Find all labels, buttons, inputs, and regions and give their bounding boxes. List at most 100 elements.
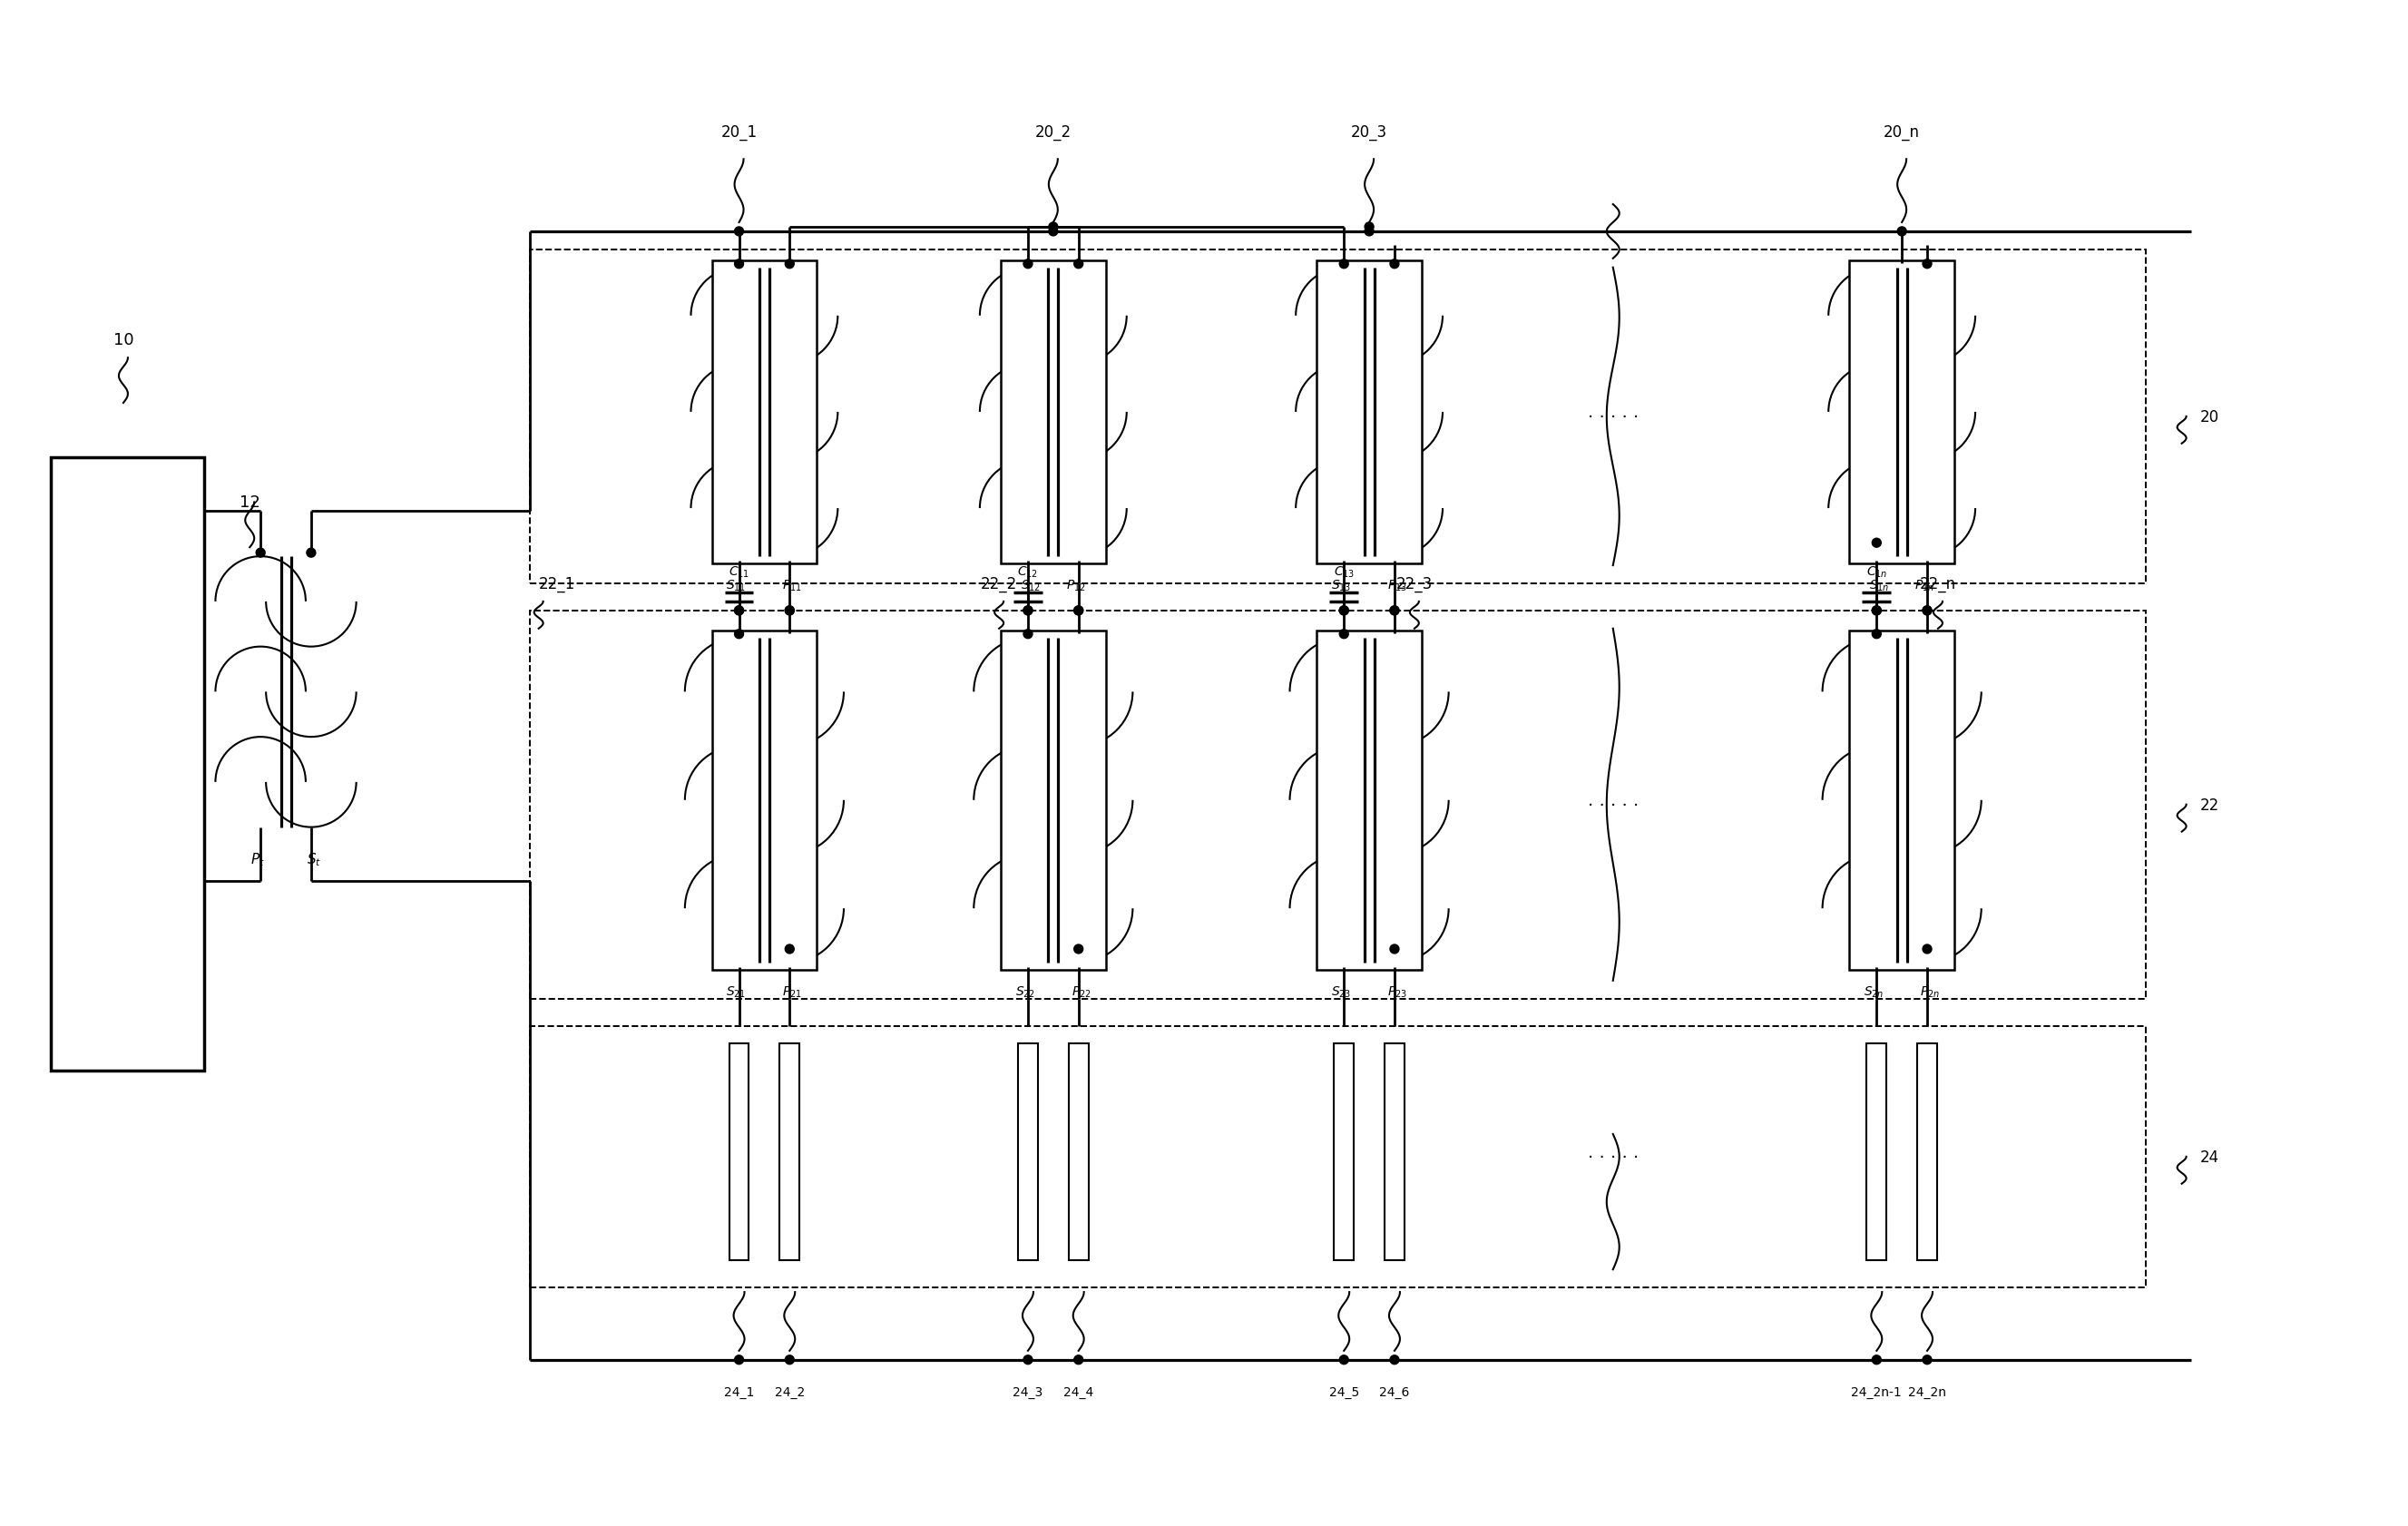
Text: $S_{23}$: $S_{23}$ — [1332, 984, 1351, 1000]
Text: 24_1: 24_1 — [725, 1386, 754, 1398]
Circle shape — [1389, 259, 1399, 269]
Bar — [1002, 261, 1105, 565]
Text: 20_2: 20_2 — [1035, 125, 1072, 140]
Circle shape — [1023, 606, 1033, 615]
Text: $S_t$: $S_t$ — [306, 850, 320, 868]
Text: $P_{22}$: $P_{22}$ — [1072, 984, 1091, 1000]
Text: $P_{1n}$: $P_{1n}$ — [1914, 578, 1934, 594]
Text: $S_{1n}$: $S_{1n}$ — [1869, 578, 1890, 594]
Circle shape — [1023, 1355, 1033, 1364]
Text: $S_{13}$: $S_{13}$ — [1332, 578, 1351, 594]
Circle shape — [1871, 630, 1881, 639]
Text: $P_{13}$: $P_{13}$ — [1387, 578, 1406, 594]
Text: 24_2n-1: 24_2n-1 — [1852, 1386, 1902, 1398]
Text: 24: 24 — [2201, 1149, 2220, 1164]
Bar — [1866, 1044, 1885, 1260]
Bar — [1002, 630, 1105, 971]
Circle shape — [734, 259, 744, 269]
Circle shape — [1389, 945, 1399, 954]
Circle shape — [1871, 539, 1881, 548]
Text: 12: 12 — [238, 494, 260, 511]
Circle shape — [1339, 606, 1348, 615]
Circle shape — [1074, 606, 1084, 615]
Bar — [530, 250, 2146, 584]
Circle shape — [1922, 259, 1931, 269]
Circle shape — [1074, 606, 1084, 615]
Text: 22_1: 22_1 — [539, 575, 576, 592]
Circle shape — [1922, 606, 1931, 615]
Bar — [1069, 1044, 1088, 1260]
Circle shape — [306, 549, 315, 557]
Circle shape — [1339, 1355, 1348, 1364]
Circle shape — [1074, 945, 1084, 954]
Circle shape — [785, 945, 795, 954]
Text: 22_2: 22_2 — [980, 575, 1016, 592]
Text: $P_{12}$: $P_{12}$ — [1067, 578, 1086, 594]
Text: $S_{12}$: $S_{12}$ — [1021, 578, 1040, 594]
Text: . . . . .: . . . . . — [1587, 404, 1637, 421]
Text: $P_{11}$: $P_{11}$ — [783, 578, 802, 594]
Bar — [1317, 261, 1421, 565]
Circle shape — [255, 549, 265, 557]
Circle shape — [785, 1355, 795, 1364]
Text: 22: 22 — [2201, 797, 2220, 813]
Text: 24_4: 24_4 — [1064, 1386, 1093, 1398]
Circle shape — [1389, 606, 1399, 615]
Text: $S_{11}$: $S_{11}$ — [727, 578, 746, 594]
Text: $P_t$: $P_t$ — [250, 850, 265, 868]
Circle shape — [1339, 606, 1348, 615]
Circle shape — [1365, 223, 1373, 232]
Bar — [1334, 1044, 1353, 1260]
Text: 24_5: 24_5 — [1329, 1386, 1358, 1398]
Text: $P_{21}$: $P_{21}$ — [783, 984, 802, 1000]
Circle shape — [1898, 227, 1907, 237]
Bar — [713, 261, 816, 565]
Circle shape — [1922, 606, 1931, 615]
Circle shape — [734, 1355, 744, 1364]
Bar — [713, 630, 816, 971]
Circle shape — [734, 606, 744, 615]
Bar — [51, 458, 205, 1071]
Text: $P_{2n}$: $P_{2n}$ — [1919, 984, 1941, 1000]
Text: 22_3: 22_3 — [1397, 575, 1433, 592]
Circle shape — [1023, 630, 1033, 639]
Text: 20_n: 20_n — [1883, 125, 1919, 140]
Bar — [530, 1025, 2146, 1288]
Bar — [1019, 1044, 1038, 1260]
Text: 20: 20 — [2201, 409, 2220, 426]
Text: 10: 10 — [113, 333, 132, 348]
Bar — [730, 1044, 749, 1260]
Circle shape — [734, 630, 744, 639]
Circle shape — [1871, 1355, 1881, 1364]
Text: 24_2: 24_2 — [775, 1386, 804, 1398]
Text: $C_{1n}$: $C_{1n}$ — [1866, 565, 1888, 580]
Circle shape — [1389, 606, 1399, 615]
Bar — [780, 1044, 799, 1260]
Text: $C_{13}$: $C_{13}$ — [1334, 565, 1353, 580]
Text: 20_3: 20_3 — [1351, 125, 1387, 140]
Circle shape — [1074, 1355, 1084, 1364]
Bar — [1917, 1044, 1936, 1260]
Circle shape — [1365, 227, 1373, 237]
Bar — [1385, 1044, 1404, 1260]
Text: $C_{11}$: $C_{11}$ — [730, 565, 749, 580]
Circle shape — [1871, 606, 1881, 615]
Circle shape — [1074, 259, 1084, 269]
Text: 24_2n: 24_2n — [1907, 1386, 1946, 1398]
Circle shape — [785, 259, 795, 269]
Text: 20_1: 20_1 — [720, 125, 756, 140]
Circle shape — [1922, 1355, 1931, 1364]
Bar — [1849, 261, 1955, 565]
Text: $C_{12}$: $C_{12}$ — [1019, 565, 1038, 580]
Text: $S_{2n}$: $S_{2n}$ — [1864, 984, 1883, 1000]
Bar — [530, 610, 2146, 1000]
Circle shape — [1050, 223, 1057, 232]
Text: . . . . .: . . . . . — [1587, 792, 1637, 809]
Circle shape — [734, 606, 744, 615]
Circle shape — [1339, 259, 1348, 269]
Circle shape — [1023, 259, 1033, 269]
Circle shape — [1050, 227, 1057, 237]
Circle shape — [785, 606, 795, 615]
Circle shape — [1871, 606, 1881, 615]
Text: 24_3: 24_3 — [1014, 1386, 1043, 1398]
